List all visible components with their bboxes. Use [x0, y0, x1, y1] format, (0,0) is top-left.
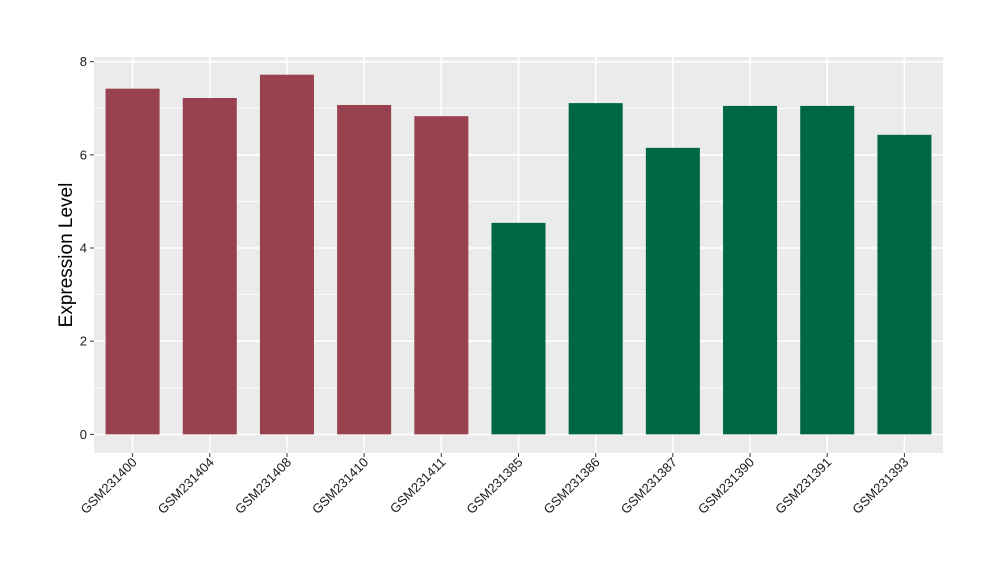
y-tick-label: 6 — [80, 147, 87, 162]
bar-GSM231400 — [105, 88, 160, 435]
y-tick-label: 8 — [80, 54, 87, 69]
x-tick-label: GSM231410 — [309, 455, 371, 517]
x-tick-label: GSM231408 — [232, 455, 294, 517]
bar-GSM231410 — [337, 104, 392, 435]
bar-GSM231387 — [645, 147, 700, 435]
x-tick-label: GSM231393 — [849, 455, 911, 517]
y-axis-label: Expression Level — [56, 183, 77, 328]
bar-GSM231411 — [414, 116, 469, 435]
bar-GSM231385 — [491, 222, 546, 435]
x-tick-label: GSM231385 — [463, 455, 525, 517]
bar-GSM231393 — [877, 134, 932, 435]
x-tick-label: GSM231391 — [772, 455, 834, 517]
x-tick-label: GSM231390 — [695, 455, 757, 517]
y-tick-label: 0 — [80, 427, 87, 442]
x-tick-label: GSM231386 — [541, 455, 603, 517]
bar-GSM231408 — [259, 74, 314, 435]
bars — [105, 74, 932, 435]
bar-GSM231390 — [723, 105, 778, 435]
bar-GSM231391 — [800, 105, 855, 435]
x-tick-label: GSM231387 — [618, 455, 680, 517]
bar-GSM231404 — [182, 97, 237, 435]
x-tick-label: GSM231400 — [77, 455, 139, 517]
y-tick-label: 2 — [80, 334, 87, 349]
y-tick-label: 4 — [80, 241, 87, 256]
x-tick-label: GSM231411 — [387, 455, 449, 517]
x-tick-label: GSM231404 — [155, 455, 217, 517]
bar-GSM231386 — [568, 103, 623, 435]
